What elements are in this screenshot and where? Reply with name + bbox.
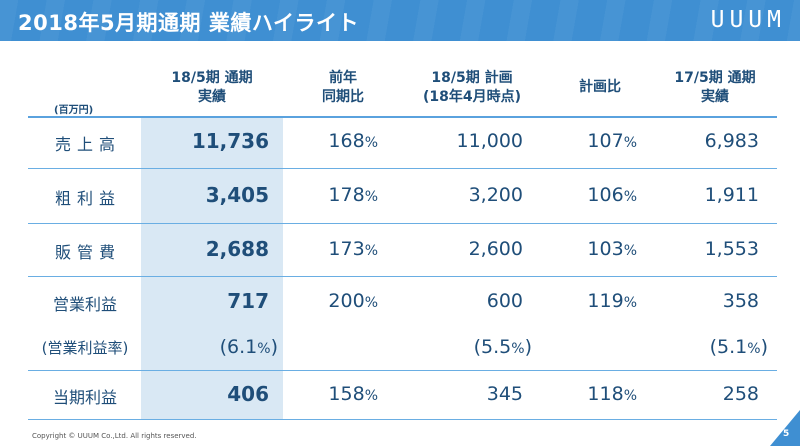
- row-label: (営業利益率): [41, 339, 129, 357]
- copyright-notice: Copyright © UUUM Co.,Ltd. All rights res…: [32, 432, 197, 440]
- row-label: 売上高: [54, 135, 121, 154]
- prev-value: 258: [722, 383, 759, 405]
- actual-value: 11,736: [191, 129, 269, 153]
- prev-value: 6,983: [704, 130, 759, 152]
- yoy-value: 200%: [328, 290, 378, 312]
- row-label: 販管費: [54, 243, 121, 262]
- page-number-tab: [770, 410, 800, 446]
- row-divider: [28, 370, 777, 371]
- plan-value: 2,600: [468, 238, 523, 260]
- actual-margin-value: (6.1%): [219, 336, 278, 358]
- plan-value: 600: [486, 290, 523, 312]
- vs-plan-value: 119%: [587, 290, 637, 312]
- row-label: 粗利益: [54, 189, 121, 208]
- plan-value: 3,200: [468, 184, 523, 206]
- row-divider: [28, 276, 777, 277]
- actual-value: 406: [227, 382, 269, 406]
- row-label: 当期利益: [52, 388, 117, 407]
- prev-value: 358: [722, 290, 759, 312]
- column-header-prev: 17/5期 通期 実績: [674, 70, 756, 105]
- bottom-rule: [28, 419, 777, 420]
- yoy-value: 178%: [328, 184, 378, 206]
- plan-value: 345: [486, 383, 523, 405]
- header-rule: [28, 116, 777, 118]
- plan-margin-value: (5.5%): [473, 336, 532, 358]
- slide-title: 2018年5月期通期 業績ハイライト: [18, 11, 359, 35]
- actual-value: 717: [227, 289, 269, 313]
- title-bar: 2018年5月期通期 業績ハイライト UUUM: [0, 0, 800, 41]
- actual-value: 2,688: [205, 237, 269, 261]
- page-number: 5: [783, 429, 790, 439]
- unit-label: (百万円): [54, 105, 94, 116]
- column-header-yoy: 前年 同期比: [322, 70, 364, 105]
- yoy-value: 173%: [328, 238, 378, 260]
- highlight-column: [141, 117, 283, 419]
- vs-plan-value: 103%: [587, 238, 637, 260]
- column-header-vs-plan: 計画比: [579, 79, 621, 95]
- column-header-plan: 18/5期 計画 (18年4月時点): [422, 70, 522, 105]
- vs-plan-value: 118%: [587, 383, 637, 405]
- yoy-value: 168%: [328, 130, 378, 152]
- vs-plan-value: 106%: [587, 184, 637, 206]
- vs-plan-value: 107%: [587, 130, 637, 152]
- plan-value: 11,000: [456, 130, 523, 152]
- yoy-value: 158%: [328, 383, 378, 405]
- prev-value: 1,553: [704, 238, 759, 260]
- prev-margin-value: (5.1%): [709, 336, 768, 358]
- column-header-actual: 18/5期 通期 実績: [171, 70, 253, 105]
- prev-value: 1,911: [704, 184, 759, 206]
- row-label: 営業利益: [52, 295, 117, 314]
- row-divider: [28, 223, 777, 224]
- row-divider: [28, 168, 777, 169]
- uuum-logo: UUUM: [710, 7, 786, 33]
- actual-value: 3,405: [205, 183, 269, 207]
